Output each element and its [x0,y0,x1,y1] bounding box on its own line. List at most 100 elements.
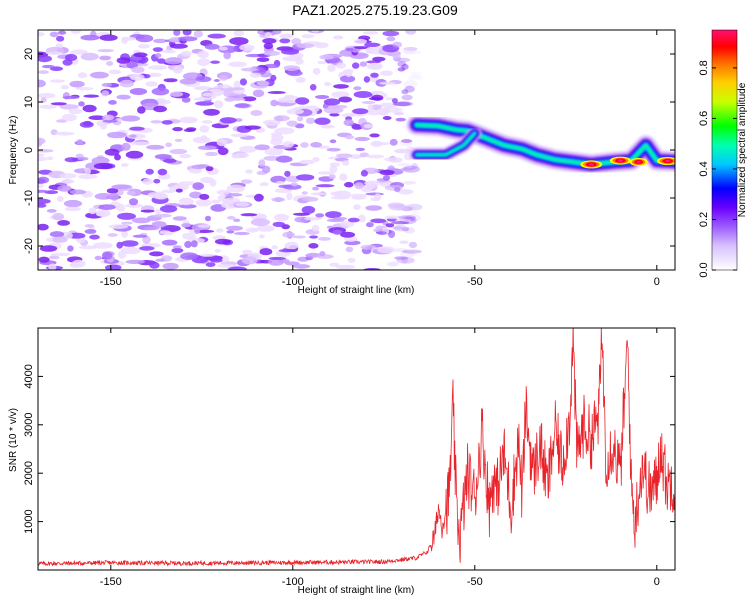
heatmap-noise-blob [371,94,384,101]
heatmap-noise-blob [180,50,192,57]
heatmap-noise-blob [83,94,100,98]
heatmap-noise-blob [274,213,289,222]
snr-x-tick-label: 0 [654,576,660,588]
heatmap-noise-blob [217,147,229,156]
heatmap-noise-blob [39,104,57,109]
heatmap-noise-blob [75,87,94,91]
heatmap-noise-blob [38,70,49,74]
heatmap-noise-blob [152,47,163,52]
heatmap-noise-blob [312,186,320,191]
heatmap-noise-blob [152,213,172,218]
heatmap-noise-blob [339,221,355,228]
heatmap-noise-blob [377,246,395,254]
heatmap-noise-blob [153,38,168,44]
heatmap-noise-blob [352,108,369,115]
heatmap-noise-blob [319,251,326,257]
snr-x-tick-label: -100 [282,576,304,588]
heatmap-noise-blob [300,142,309,148]
heatmap-noise-blob [310,142,322,148]
heatmap-noise-blob [309,235,319,239]
heatmap-noise-blob [281,48,300,55]
heatmap-noise-blob [114,154,121,161]
heatmap-noise-blob [350,193,367,199]
heatmap-noise-blob [99,55,111,61]
heatmap-noise-blob [48,263,57,270]
heatmap-noise-blob [361,101,376,104]
heatmap-noise-blob [397,67,406,72]
heatmap-noise-blob [395,107,403,114]
heatmap-noise-blob [254,144,270,151]
heatmap-noise-blob [203,108,220,116]
heatmap-noise-blob [372,56,386,62]
heatmap-noise-blob [411,211,420,216]
heatmap-noise-blob [38,256,50,263]
heatmap-noise-blob [401,47,416,54]
heatmap-noise-blob [62,95,80,100]
heatmap-noise-blob [365,192,384,196]
heatmap-noise-blob [327,64,336,72]
heatmap-noise-blob [169,148,188,155]
heatmap-noise-blob [278,184,294,189]
heatmap-noise-blob [202,92,216,97]
heatmap-noise-blob [220,117,237,124]
heatmap-noise-blob [180,252,199,260]
heatmap-noise-blob [340,231,356,238]
heatmap-noise-blob [270,74,277,82]
heatmap-noise-blob [100,123,107,130]
heatmap-noise-blob [165,142,173,148]
heatmap-y-axis: -20 -10 0 10 20 [23,48,675,254]
heatmap-x-tick-label: -100 [282,276,304,288]
heatmap-noise-blob [370,218,387,224]
heatmap-noise-blob [384,215,401,220]
heatmap-noise-blob [233,218,241,222]
heatmap-noise-blob [145,81,158,87]
heatmap-noise-blob [93,242,113,249]
heatmap-noise-blob [329,165,338,173]
heatmap-noise-blob [120,163,129,167]
heatmap-noise-blob [392,52,401,59]
heatmap-noise-blob [209,179,217,187]
heatmap-noise-blob [189,191,203,199]
heatmap-noise-blob [397,189,414,195]
heatmap-noise-blob [216,139,228,147]
heatmap-noise-blob [178,204,197,209]
heatmap-noise-blob [84,229,97,234]
heatmap-noise-blob [227,216,236,220]
heatmap-noise-blob [233,80,241,89]
heatmap-noise-blob [347,217,360,223]
heatmap-noise-blob [107,233,118,237]
heatmap-y-label: Frequency (Hz) [8,116,19,185]
heatmap-noise-blob [192,182,204,191]
figure-title: PAZ1.2025.275.19.23.G09 [292,2,458,18]
heatmap-noise-blob [275,181,285,185]
heatmap-noise-blob [250,110,263,116]
heatmap-noise-blob [52,212,65,221]
heatmap-noise-blob [69,189,86,195]
heatmap-noise-blob [80,52,99,61]
heatmap-noise-blob [47,156,54,161]
heatmap-noise-blob [98,204,116,211]
heatmap-noise-blob [287,70,303,77]
heatmap-noise-blob [71,259,86,268]
heatmap-noise-blob [38,79,46,88]
heatmap-noise-blob [38,153,45,157]
heatmap-noise-blob [366,222,374,228]
heatmap-noise-blob [38,189,49,193]
heatmap-noise-blob [148,65,168,70]
heatmap-noise-blob [77,72,88,79]
heatmap-noise-blob [392,41,403,48]
heatmap-noise-blob [299,159,315,165]
heatmap-noise-blob [49,79,66,83]
heatmap-noise-blob [259,182,269,187]
heatmap-noise-blob [394,148,412,154]
heatmap-noise-blob [304,216,322,221]
heatmap-noise-blob [107,131,127,139]
heatmap-noise-blob [193,226,201,234]
heatmap-noise-blob [240,179,253,184]
heatmap-noise-blob [271,245,279,250]
heatmap-noise-blob [213,79,220,82]
heatmap-noise-blob [241,256,258,265]
heatmap-noise-blob [252,89,265,98]
heatmap-noise-blob [226,193,243,197]
snr-frame [37,327,676,571]
